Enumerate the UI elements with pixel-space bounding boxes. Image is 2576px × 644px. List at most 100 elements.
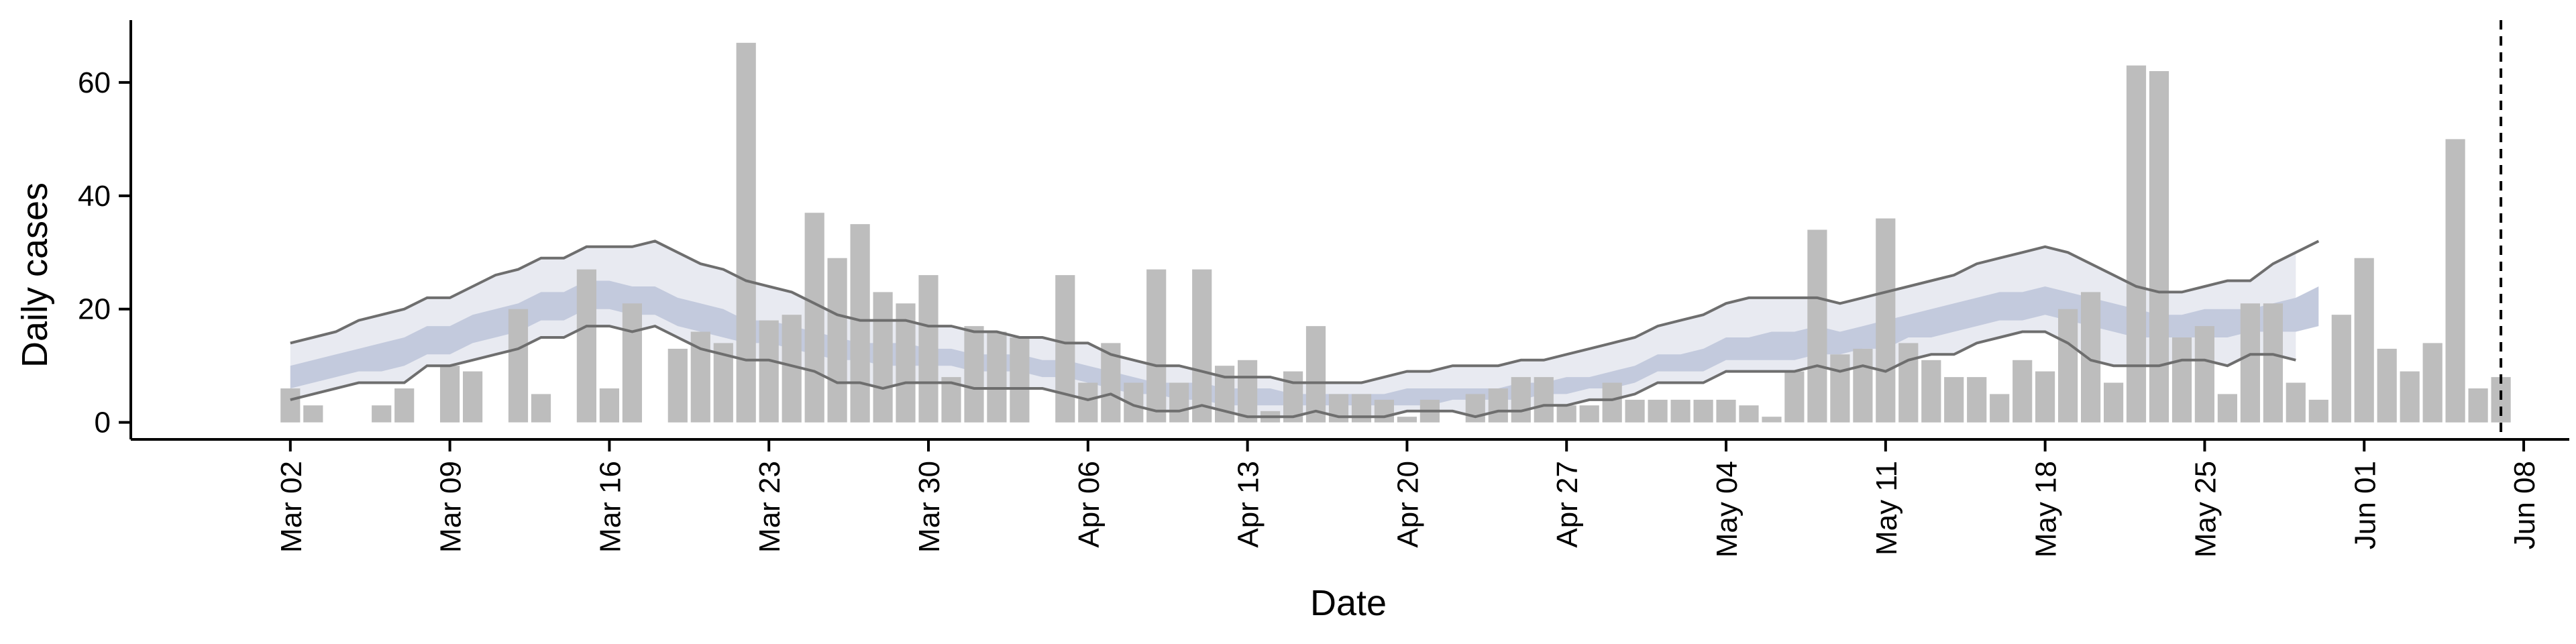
bar — [2308, 399, 2328, 423]
bar — [2468, 388, 2488, 423]
bar — [1146, 269, 1167, 423]
bar — [463, 371, 483, 423]
bar — [1762, 417, 1782, 423]
bar — [1876, 218, 1896, 423]
x-tick-label: May 04 — [1711, 461, 1743, 557]
bar — [804, 213, 824, 423]
bar — [1078, 382, 1098, 423]
bar — [1305, 326, 1326, 423]
bar — [1579, 405, 1599, 423]
bar — [1830, 354, 1850, 423]
bar — [1602, 382, 1622, 423]
bar — [2081, 292, 2101, 423]
bar — [2377, 348, 2397, 423]
bar — [2126, 65, 2147, 423]
bar — [2263, 303, 2283, 423]
x-tick-label: Apr 27 — [1551, 461, 1584, 548]
bar — [1670, 399, 1690, 423]
bar — [1192, 269, 1212, 423]
bar — [2035, 371, 2055, 423]
bar — [2171, 337, 2192, 423]
y-tick-label: 0 — [95, 407, 111, 439]
bar — [440, 366, 460, 423]
bar — [1511, 377, 1531, 423]
bar — [2422, 343, 2443, 423]
bar — [1465, 394, 1485, 423]
bar — [2194, 326, 2214, 423]
bar — [1169, 382, 1189, 423]
bar — [1055, 275, 1075, 423]
x-axis-title: Date — [1310, 583, 1387, 623]
bar — [599, 388, 619, 423]
bar — [1807, 229, 1827, 423]
x-tick-label: Mar 30 — [913, 461, 946, 553]
bar — [1534, 377, 1554, 423]
bar — [1328, 394, 1349, 423]
bar — [1693, 399, 1713, 423]
x-tick-label: Apr 13 — [1232, 461, 1265, 548]
bar — [2058, 309, 2078, 423]
bar — [2286, 382, 2306, 423]
bar — [394, 388, 415, 423]
x-tick-label: Apr 20 — [1391, 461, 1424, 548]
bar — [576, 269, 596, 423]
bar — [1967, 377, 1987, 423]
x-tick-label: Jun 08 — [2508, 461, 2541, 549]
bar — [873, 292, 893, 423]
bar — [2217, 394, 2237, 423]
bar — [1556, 405, 1576, 423]
band-bound-lines — [290, 239, 2320, 419]
x-tick-label: Mar 16 — [594, 461, 627, 553]
bar — [1716, 399, 1736, 423]
outer-lower-line — [290, 324, 2296, 419]
x-tick-label: Mar 02 — [275, 461, 308, 553]
bar — [2445, 139, 2465, 423]
bar — [827, 258, 847, 423]
bar — [1238, 360, 1258, 423]
bar — [303, 405, 323, 423]
bar — [759, 320, 779, 423]
y-axis-title: Daily cases — [15, 182, 55, 368]
daily-case-bars — [280, 42, 2511, 423]
bar — [987, 331, 1007, 423]
x-tick-label: Jun 01 — [2349, 461, 2381, 549]
y-tick-label: 40 — [78, 180, 111, 213]
x-tick-label: Mar 23 — [753, 461, 786, 553]
bar — [372, 405, 392, 423]
bar — [280, 388, 301, 423]
bar — [918, 275, 938, 423]
bar — [850, 224, 870, 423]
y-tick-label: 60 — [78, 66, 111, 99]
bar — [1898, 343, 1919, 423]
bar — [1488, 388, 1508, 423]
bar — [736, 42, 756, 423]
bar — [964, 326, 984, 423]
y-tick-label: 20 — [78, 293, 111, 326]
bar — [1921, 360, 1941, 423]
bar — [2104, 382, 2124, 423]
bar — [2331, 315, 2351, 423]
x-tick-label: May 25 — [2189, 461, 2222, 557]
bar — [2354, 258, 2374, 423]
bar — [2400, 371, 2420, 423]
axes: 0 20 40 60 Mar 02 Mar 09 Mar 16 Mar 23 Mar 30 Apr… — [78, 20, 2569, 557]
bar — [1944, 377, 1964, 423]
bar — [622, 303, 642, 423]
bar — [1374, 399, 1394, 423]
bar — [1351, 394, 1372, 423]
outer-upper-line — [290, 239, 2320, 384]
bar — [1625, 399, 1645, 423]
bar — [667, 348, 688, 423]
bar — [1397, 417, 1417, 423]
bar — [2149, 71, 2169, 423]
x-tick-label: Apr 06 — [1073, 461, 1106, 548]
bar — [1648, 399, 1668, 423]
bar — [531, 394, 551, 423]
x-tick-label: May 11 — [1870, 461, 1903, 555]
bar — [1010, 337, 1030, 423]
x-tick-label: Mar 09 — [435, 461, 468, 553]
x-tick-label: May 18 — [2030, 461, 2063, 557]
bar — [508, 309, 529, 423]
bar — [1990, 394, 2010, 423]
